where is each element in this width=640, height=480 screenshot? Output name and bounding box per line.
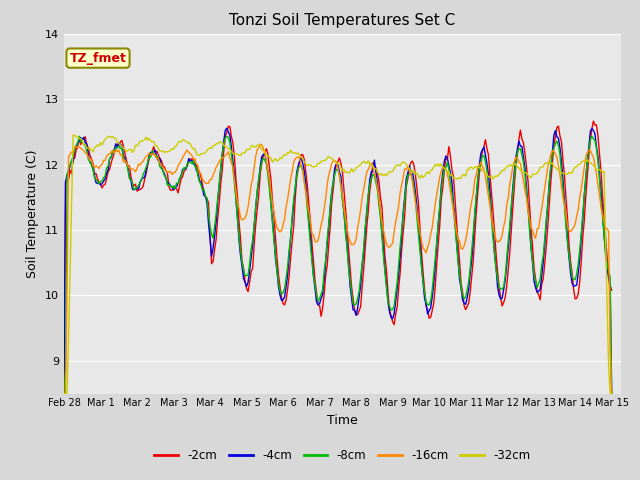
-4cm (374, 180, 381, 185)
-8cm (403, 181, 410, 187)
-2cm (76, 135, 83, 141)
-4cm (404, 170, 412, 176)
-2cm (541, 261, 548, 266)
-2cm (390, 322, 398, 327)
-32cm (77, 136, 84, 142)
-4cm (223, 125, 230, 131)
-2cm (162, 168, 170, 174)
-2cm (372, 165, 380, 170)
-32cm (60, 391, 68, 396)
-8cm (608, 391, 616, 396)
-8cm (76, 133, 83, 139)
-2cm (589, 118, 597, 124)
-4cm (60, 391, 68, 396)
-32cm (164, 149, 172, 155)
-16cm (374, 184, 381, 190)
-32cm (69, 132, 77, 138)
Line: -4cm: -4cm (64, 128, 612, 394)
-16cm (543, 175, 550, 180)
Text: TZ_fmet: TZ_fmet (70, 51, 127, 65)
-8cm (162, 174, 170, 180)
Line: -2cm: -2cm (64, 121, 612, 394)
-8cm (372, 180, 380, 185)
-8cm (541, 236, 548, 241)
Y-axis label: Soil Temperature (C): Soil Temperature (C) (26, 149, 40, 278)
-32cm (543, 160, 550, 166)
-32cm (404, 164, 412, 169)
Line: -16cm: -16cm (64, 144, 612, 394)
-8cm (390, 303, 398, 309)
-4cm (76, 138, 83, 144)
-16cm (60, 391, 68, 396)
-4cm (543, 221, 550, 227)
X-axis label: Time: Time (327, 414, 358, 427)
-16cm (257, 142, 264, 147)
-2cm (608, 288, 616, 293)
-8cm (60, 391, 68, 396)
Title: Tonzi Soil Temperatures Set C: Tonzi Soil Temperatures Set C (229, 13, 456, 28)
-16cm (392, 219, 399, 225)
-32cm (392, 163, 399, 169)
Legend: -2cm, -4cm, -8cm, -16cm, -32cm: -2cm, -4cm, -8cm, -16cm, -32cm (150, 444, 535, 467)
-4cm (162, 176, 170, 181)
-16cm (404, 163, 412, 169)
-16cm (608, 391, 616, 396)
-4cm (608, 391, 616, 396)
-8cm (588, 133, 596, 139)
-2cm (60, 391, 68, 396)
-16cm (76, 144, 83, 150)
-4cm (392, 299, 399, 304)
-32cm (374, 169, 381, 175)
-32cm (608, 391, 616, 396)
Line: -8cm: -8cm (64, 136, 612, 394)
-2cm (403, 183, 410, 189)
Line: -32cm: -32cm (64, 135, 612, 394)
-16cm (162, 168, 170, 174)
